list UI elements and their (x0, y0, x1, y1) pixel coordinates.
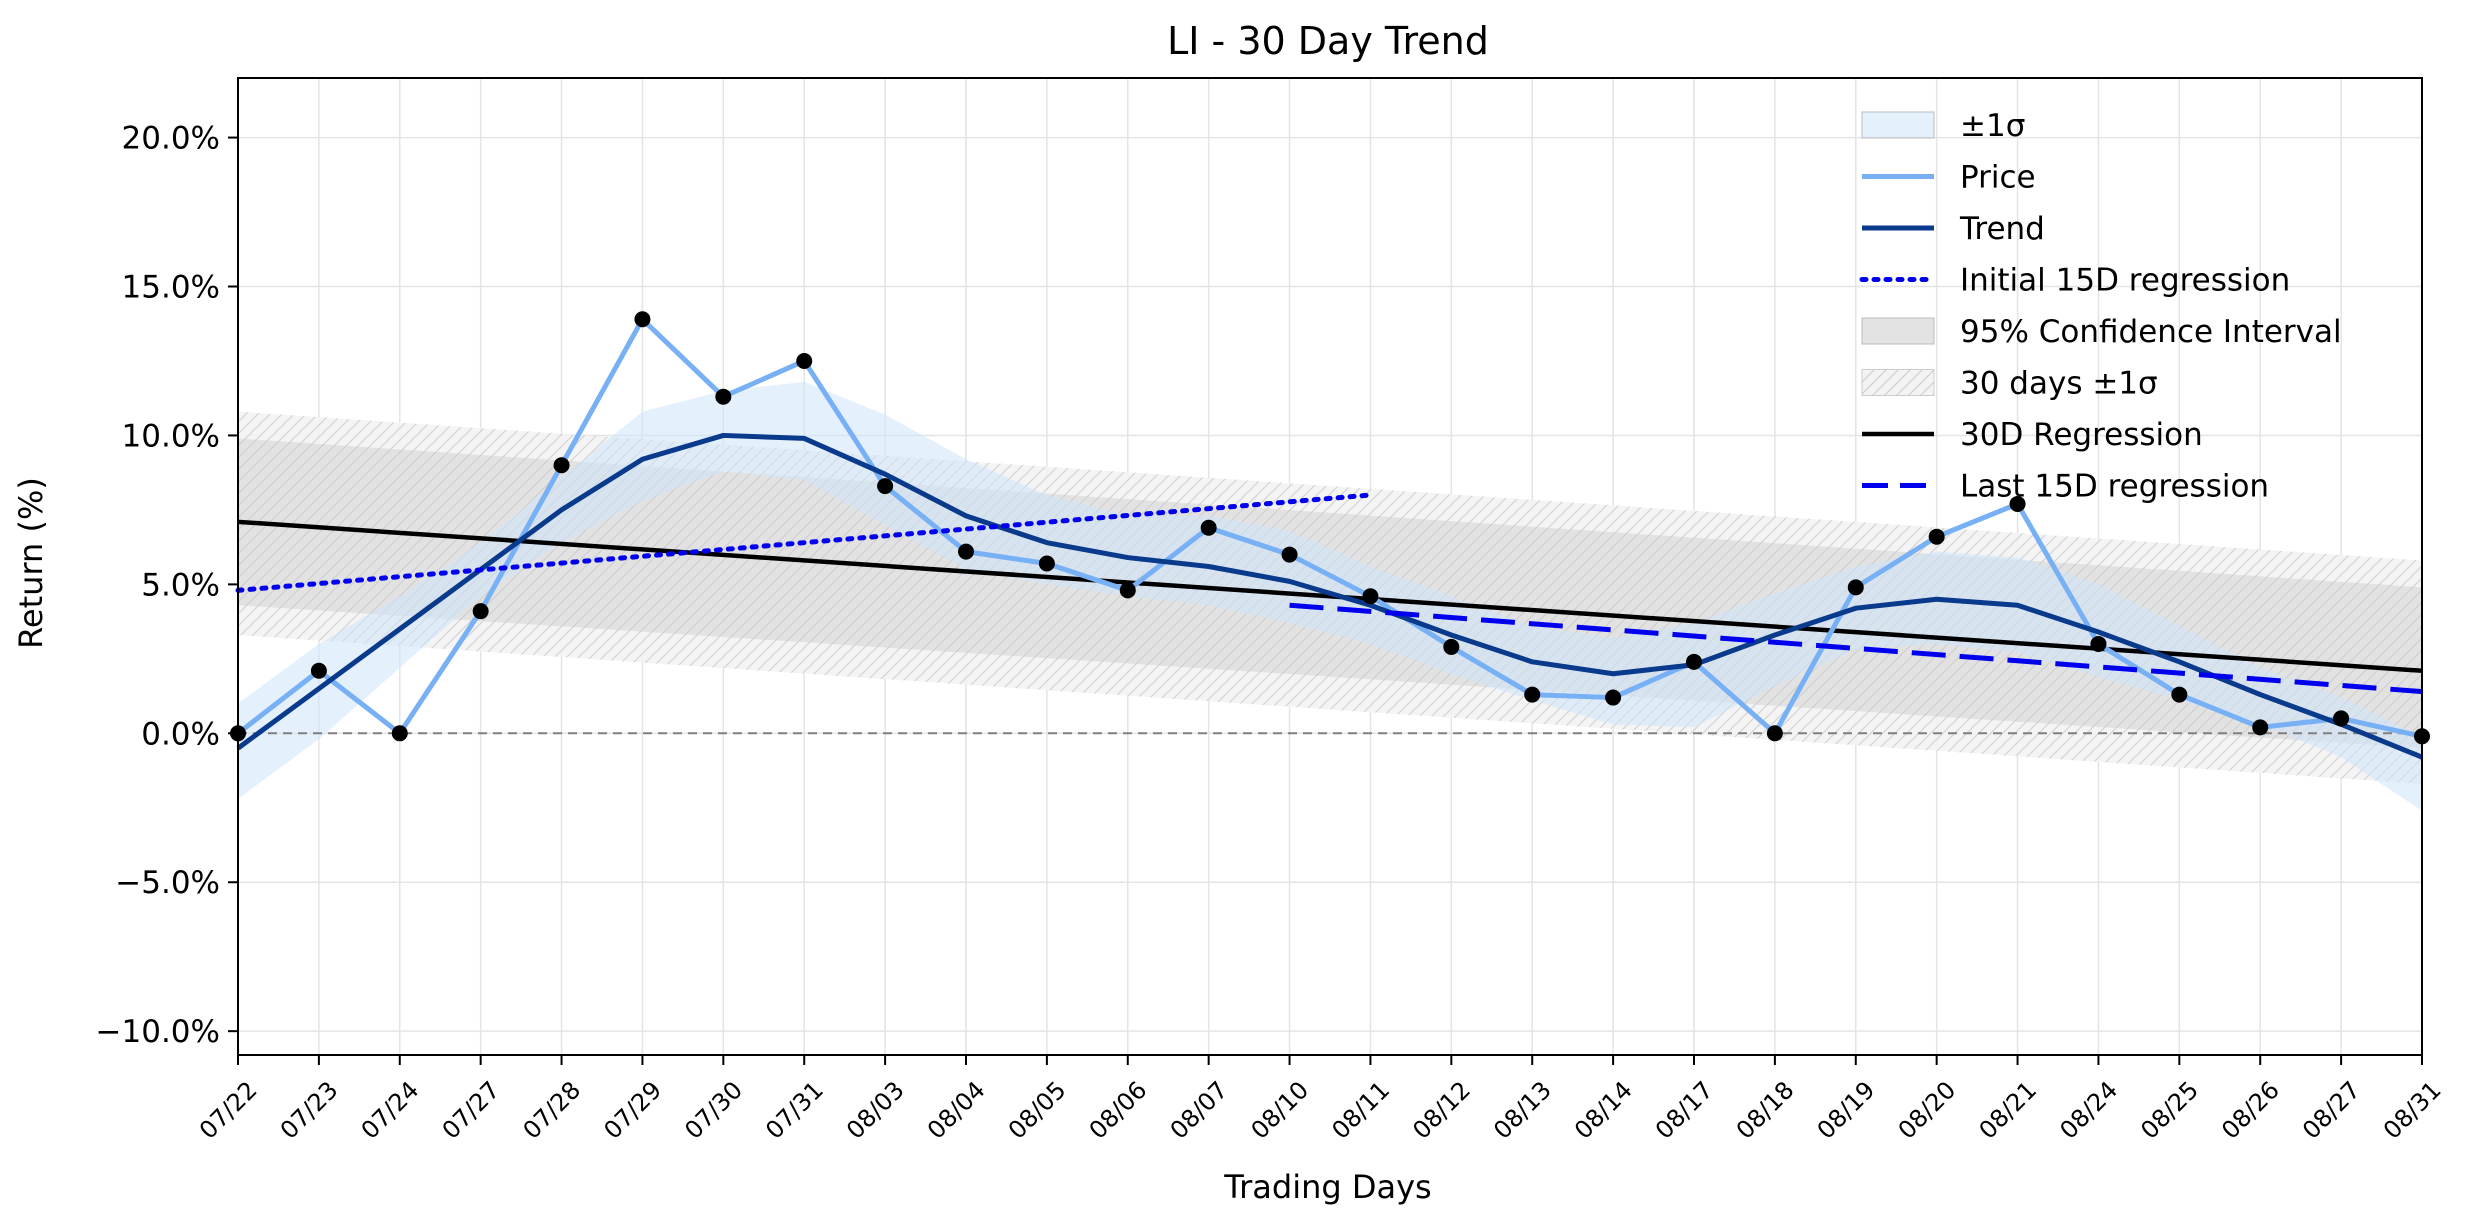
price-point (2171, 686, 2188, 703)
legend-swatch (1861, 317, 1935, 345)
price-point (1847, 579, 1864, 596)
price-point (1443, 638, 1460, 655)
price-point (1200, 519, 1217, 536)
lines-layer (235, 316, 2423, 760)
legend-label: Price (1960, 160, 2036, 196)
x-axis-label: Trading Days (1223, 1168, 1431, 1206)
price-point (2090, 635, 2107, 652)
price-point (553, 457, 570, 474)
legend-swatch (1861, 111, 1935, 139)
line-trend (236, 432, 2423, 760)
price-point (2252, 719, 2269, 736)
y-axis-label: Return (%) (12, 477, 50, 649)
price-point (1928, 528, 1945, 545)
price-point (634, 311, 651, 328)
price-point (877, 478, 894, 495)
legend-label: 30D Regression (1960, 417, 2203, 453)
y-axis-ticks: −10.0% −5.0% 0.0% 5.0% 10.0% 15.0% 20.0% (96, 121, 238, 1050)
price-point (1766, 725, 1783, 742)
y-tick-label: −10.0% (96, 1014, 220, 1050)
legend-swatch (1861, 369, 1935, 396)
price-point (1524, 686, 1541, 703)
price-point (472, 603, 489, 620)
price-point (958, 543, 974, 560)
line-30d-regression (237, 519, 2423, 673)
legend-label: ±1σ (1960, 108, 2025, 144)
y-tick-label: −5.0% (115, 865, 220, 901)
price-point (1281, 546, 1298, 563)
legend-label: Initial 15D regression (1960, 263, 2290, 299)
price-point (1038, 555, 1055, 572)
price-point (310, 662, 327, 679)
price-point (2333, 710, 2350, 727)
price-point (1362, 588, 1379, 605)
price-point (715, 388, 732, 405)
y-tick-label: 10.0% (122, 418, 220, 454)
legend-label: 30 days ±1σ (1960, 366, 2158, 402)
line-price (236, 316, 2423, 739)
chart-title: LI - 30 Day Trend (1167, 19, 1489, 63)
price-point (1605, 689, 1622, 706)
line-initial-15d-regression (235, 492, 1373, 593)
legend-label: Trend (1959, 211, 2045, 247)
plot-frame (237, 77, 2423, 1056)
price-point (391, 725, 408, 742)
y-tick-label: 0.0% (141, 716, 220, 752)
y-tick-label: 5.0% (141, 567, 220, 603)
legend-label: 95% Confidence Interval (1960, 314, 2342, 350)
legend-label: Last 15D regression (1960, 469, 2269, 505)
price-point (2009, 495, 2026, 512)
y-tick-label: 15.0% (122, 270, 220, 306)
y-tick-label: 20.0% (122, 121, 220, 157)
price-point (1686, 653, 1702, 670)
price-point (1119, 582, 1136, 599)
price-point (796, 352, 813, 369)
legend: ±1σ Price Trend Initial 15D regression 95% C… (1859, 108, 2342, 505)
